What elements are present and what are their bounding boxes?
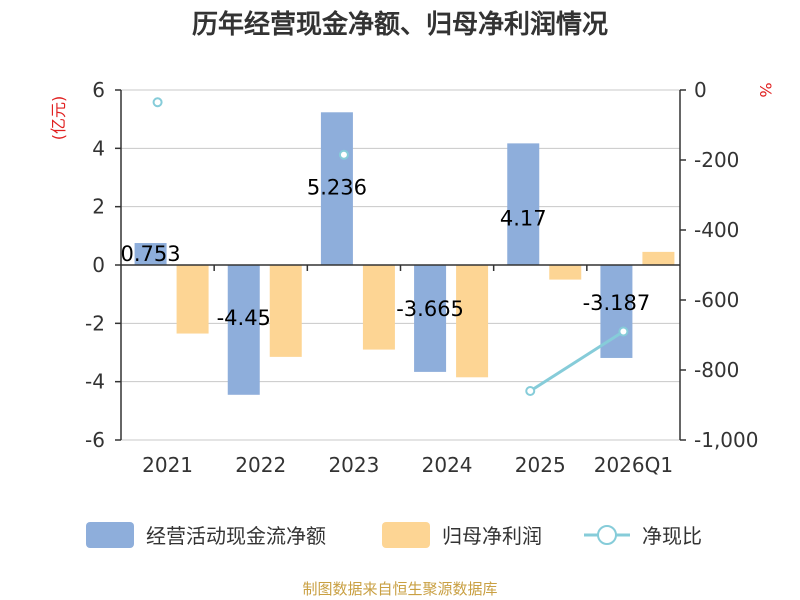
- legend-label-cashflow: 经营活动现金流净额: [146, 524, 326, 548]
- ratio-line-segment: [529, 330, 625, 393]
- x-tick-label: 2021: [142, 453, 193, 477]
- x-tick-label: 2026Q1: [594, 453, 673, 477]
- legend-label-profit: 归母净利润: [442, 524, 542, 548]
- profit-bar: [269, 265, 302, 357]
- legend-swatch-profit: [382, 522, 430, 548]
- cashflow-bar: [227, 265, 260, 395]
- x-tick-label: 2025: [515, 453, 566, 477]
- cashflow-data-label: 4.17: [500, 206, 547, 230]
- x-tick-label: 2023: [328, 453, 379, 477]
- legend: 经营活动现金流净额 归母净利润 净现比: [86, 522, 702, 548]
- right-tick-label: -400: [694, 218, 739, 242]
- profit-bar: [549, 265, 582, 280]
- ratio-line: [152, 97, 629, 396]
- data-labels: 0.753 -4.45 5.236 -3.665 4.17 -3.187: [121, 175, 651, 330]
- x-tick-label: 2024: [422, 453, 473, 477]
- left-tick-label: 2: [92, 195, 105, 219]
- ratio-point: [525, 386, 536, 396]
- ratio-point: [152, 97, 163, 108]
- profit-bar: [642, 251, 675, 265]
- left-axis-unit: (亿元): [49, 96, 68, 141]
- cashflow-bar: [320, 112, 353, 266]
- ratio-point: [618, 326, 629, 337]
- profit-bar: [176, 265, 209, 334]
- axes: [120, 90, 681, 440]
- right-tick-label: -200: [694, 148, 739, 172]
- cashflow-data-label: -3.187: [583, 291, 651, 315]
- cashflow-bar: [507, 143, 540, 265]
- cashflow-bar: [414, 265, 447, 372]
- cashflow-data-label: -3.665: [396, 297, 464, 321]
- x-tick-label: 2022: [235, 453, 286, 477]
- source-note: 制图数据来自恒生聚源数据库: [302, 580, 497, 598]
- profit-bar: [456, 265, 489, 378]
- profit-bar: [362, 265, 395, 350]
- left-tick-label: -6: [85, 428, 105, 452]
- right-tick-label: 0: [694, 78, 707, 102]
- left-tick-label: -2: [85, 311, 105, 335]
- legend-swatch-ratio-point: [597, 525, 617, 545]
- chart-title: 历年经营现金净额、归母净利润情况: [192, 9, 608, 40]
- cashflow-data-label: -4.45: [217, 306, 271, 330]
- tick-labels: -6 -4 -2 0 2 4 6 -1,000 -800 -600 -400 -200 0 2021 202…: [85, 78, 758, 477]
- left-tick-label: -4: [85, 370, 105, 394]
- left-tick-label: 0: [92, 253, 105, 277]
- right-axis-unit: %: [756, 82, 775, 97]
- legend-swatch-cashflow: [86, 522, 134, 548]
- right-tick-label: -800: [694, 358, 739, 382]
- left-tick-label: 6: [92, 78, 105, 102]
- cashflow-data-label: 5.236: [307, 175, 367, 199]
- cashflow-data-label: 0.753: [121, 242, 181, 266]
- right-tick-label: -1,000: [694, 428, 758, 452]
- legend-label-ratio: 净现比: [642, 524, 702, 548]
- right-tick-label: -600: [694, 288, 739, 312]
- left-tick-label: 4: [92, 136, 105, 160]
- cashflow-bar: [134, 243, 167, 265]
- ratio-point: [338, 149, 349, 160]
- bars: [134, 112, 675, 395]
